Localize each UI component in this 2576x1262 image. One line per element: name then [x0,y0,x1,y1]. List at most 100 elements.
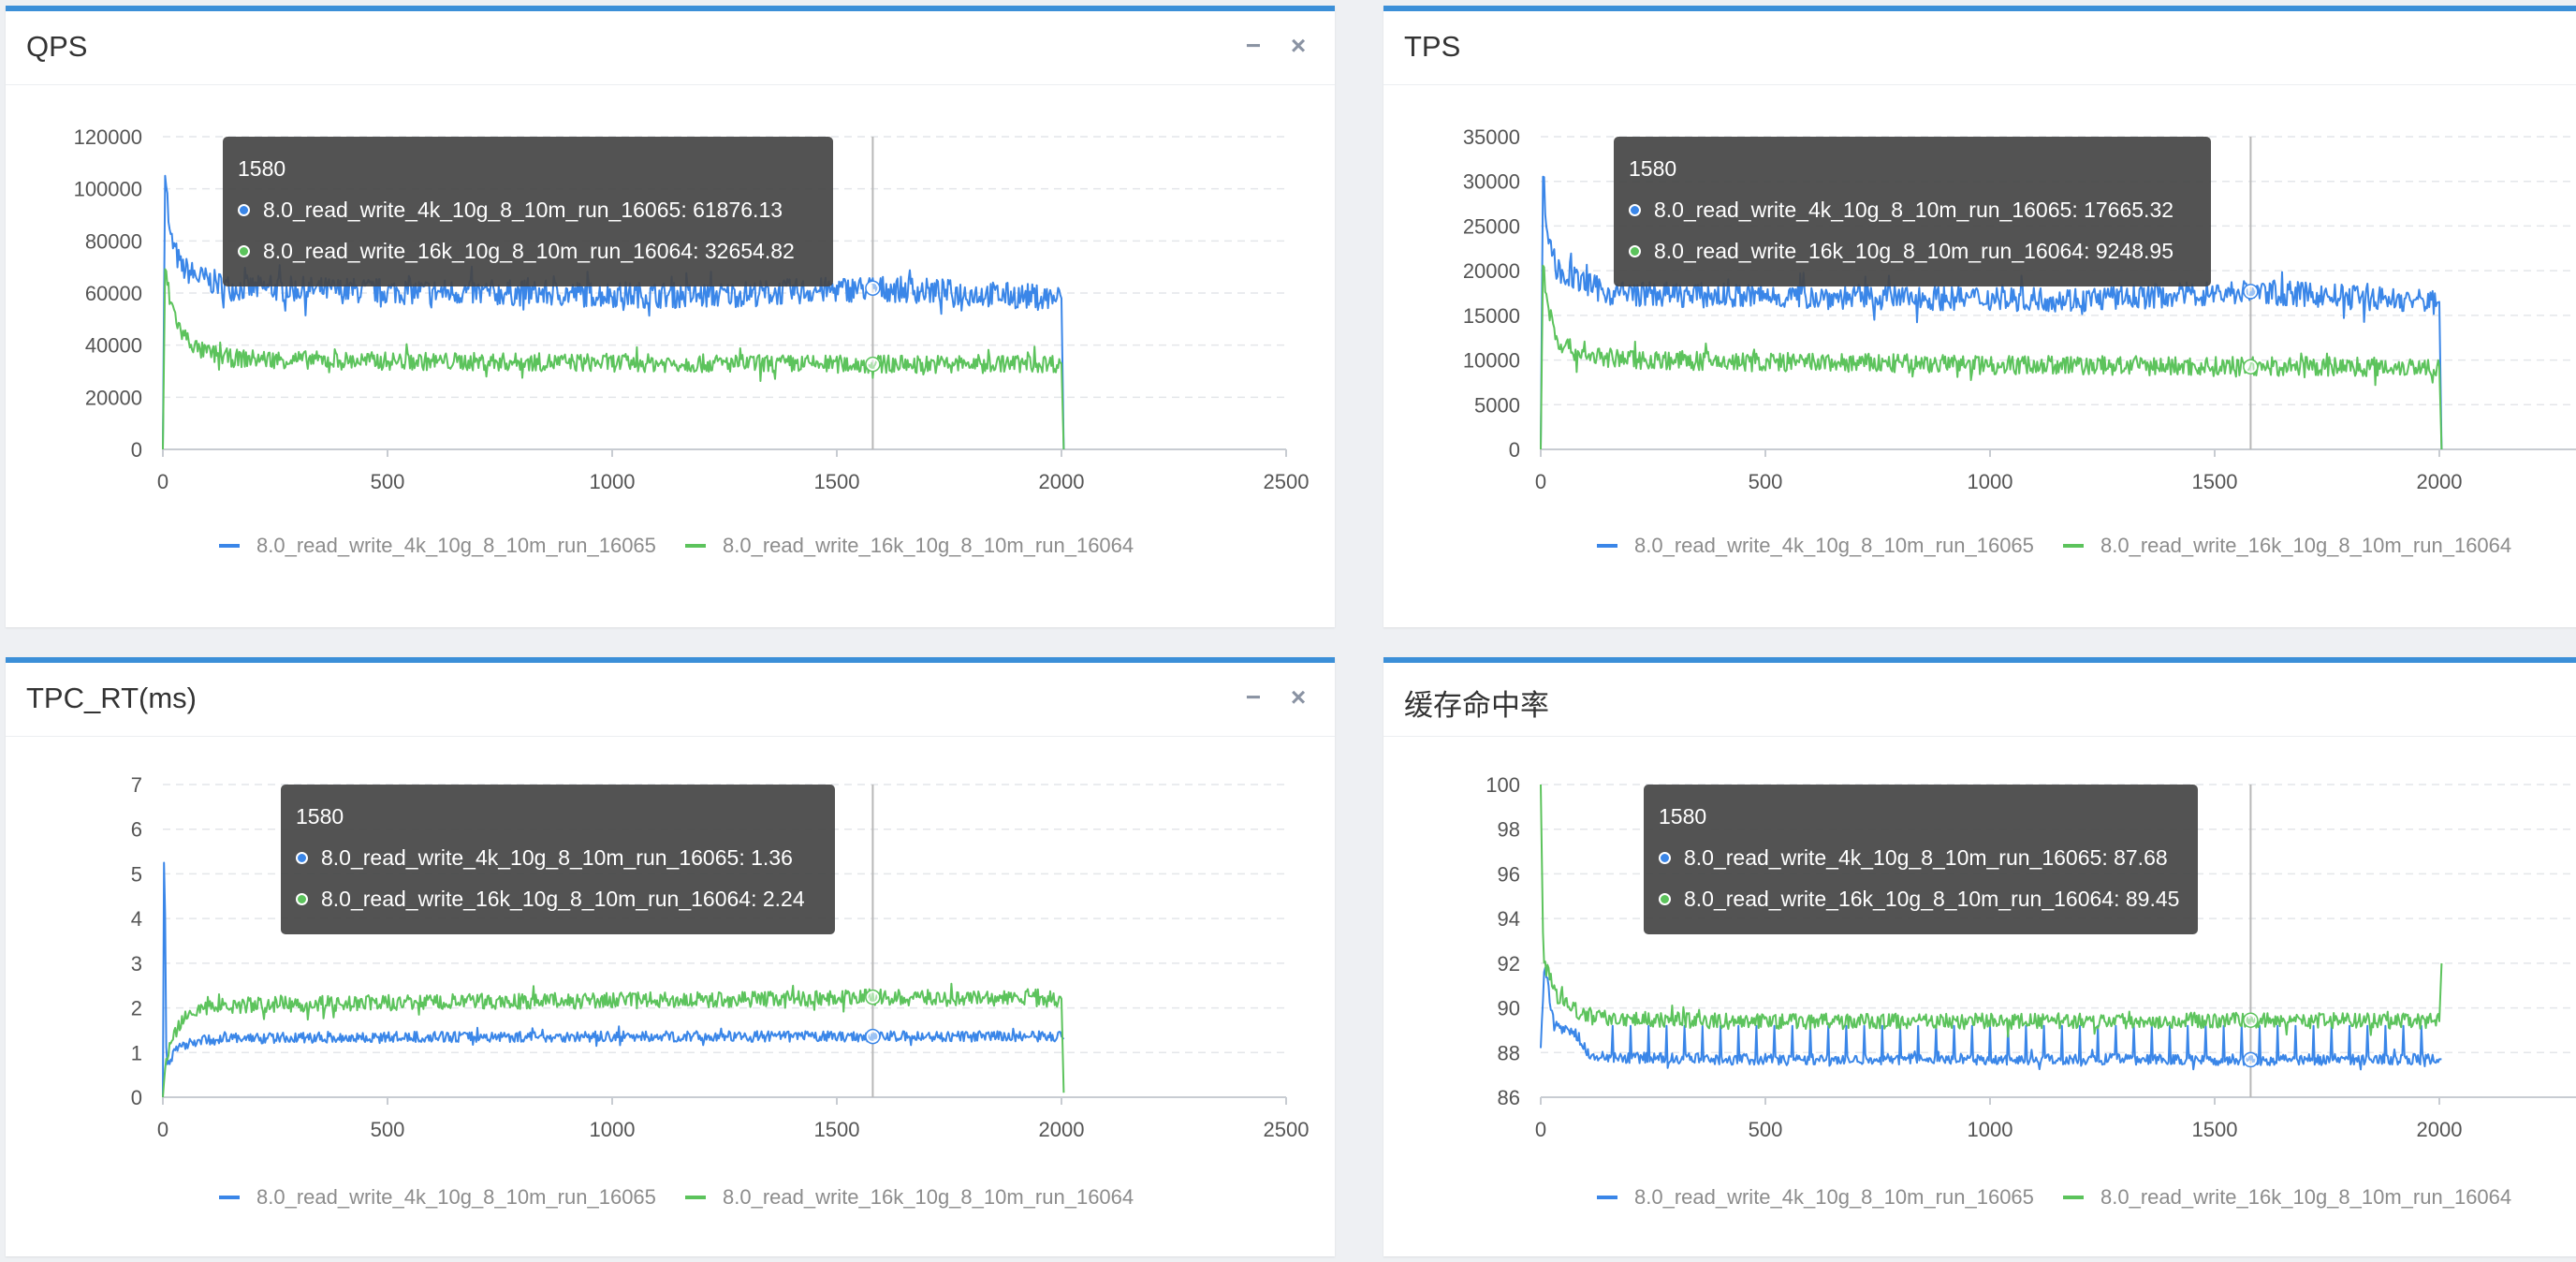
tooltip-row: 8.0_read_write_4k_10g_8_10m_run_16065: 1… [296,837,820,878]
y-tick-label: 90 [1498,997,1520,1020]
hover-point-ring [2243,359,2259,374]
tooltip-value: 87.68 [2114,845,2168,870]
y-tick-label: 0 [131,1086,142,1109]
y-tick-label: 7 [131,773,142,797]
y-tick-label: 98 [1498,818,1520,842]
legend-item[interactable]: 8.0_read_write_4k_10g_8_10m_run_16065 [1597,1185,2034,1210]
tooltip-row: 8.0_read_write_16k_10g_8_10m_run_16064: … [1659,878,2183,919]
tooltip-value: 89.45 [2125,887,2180,911]
y-tick-label: 100 [1486,773,1520,797]
tooltip-series-name: 8.0_read_write_16k_10g_8_10m_run_16064 [1654,239,2085,263]
series-line-b [1540,784,2443,1038]
x-tick-label: 2000 [1039,470,1085,493]
legend-item[interactable]: 8.0_read_write_16k_10g_8_10m_run_16064 [685,534,1134,558]
line-chart[interactable]: 0 1 2 3 4 5 6 7 0 500 1000 1500 2000 2500 [6,663,1335,1262]
legend-item[interactable]: 8.0_read_write_4k_10g_8_10m_run_16065 [1597,534,2034,558]
tooltip-series-name: 8.0_read_write_16k_10g_8_10m_run_16064 [1684,887,2115,911]
minus-icon[interactable]: − [1245,682,1262,712]
y-tick-label: 86 [1498,1086,1520,1109]
x-tick-label: 1500 [814,470,860,493]
y-tick-label: 10000 [1463,349,1520,373]
x-tick-label: 500 [371,470,405,493]
tooltip-row: 8.0_read_write_4k_10g_8_10m_run_16065: 6… [238,189,818,230]
hover-point-ring [865,989,881,1005]
panel-header: 缓存命中率 [1383,663,2576,737]
chart-panel-tps: TPS 0 5000 10000 15000 20000 25000 30000 35000 0… [1383,6,2576,627]
legend-item[interactable]: 8.0_read_write_16k_10g_8_10m_run_16064 [685,1185,1134,1210]
x-tick-label: 2500 [1264,470,1310,493]
minus-icon[interactable]: − [1245,31,1262,60]
line-chart[interactable]: 0 5000 10000 15000 20000 25000 30000 35000 0 500 1… [1383,11,2576,633]
tooltip-value: 17665.32 [2084,198,2174,222]
panel-header: TPS [1383,11,2576,85]
chart-panel-cache-hit-rate: 缓存命中率 86 88 90 92 94 96 98 100 0 500 1000 1500 2000 … [1383,657,2576,1256]
series-dot-icon [296,851,308,864]
legend-label: 8.0_read_write_4k_10g_8_10m_run_16065 [256,534,656,557]
y-tick-label: 25000 [1463,214,1520,238]
legend-label: 8.0_read_write_16k_10g_8_10m_run_16064 [2100,534,2512,557]
hover-point [866,1030,880,1044]
line-chart[interactable]: 0 20000 40000 60000 80000 100000 120000 0 500 100… [6,11,1335,633]
series-dot-icon [296,892,308,905]
close-icon[interactable]: × [1290,31,1307,60]
series-dot-icon [1629,244,1641,257]
tooltip-value: 61876.13 [693,198,783,222]
y-tick-label: 5 [131,862,142,886]
hover-point-ring [865,1028,881,1045]
tooltip-value: 32654.82 [704,239,795,263]
tooltip-value: 9248.95 [2095,239,2174,263]
y-tick-label: 35000 [1463,125,1520,149]
x-tick-label: 500 [1749,1118,1783,1141]
y-tick-label: 60000 [85,282,142,305]
y-tick-label: 5000 [1474,393,1520,417]
close-icon[interactable]: × [1290,682,1307,712]
legend-label: 8.0_read_write_16k_10g_8_10m_run_16064 [723,1185,1134,1209]
y-tick-label: 80000 [85,229,142,253]
x-tick-label: 1000 [1968,1118,2013,1141]
y-tick-label: 92 [1498,952,1520,976]
tooltip-series-name: 8.0_read_write_16k_10g_8_10m_run_16064 [321,887,752,911]
hover-point-ring [865,280,881,297]
series-line-b [1540,264,2443,450]
x-tick-label: 0 [157,1118,168,1141]
tooltip-x-value: 1580 [296,804,344,829]
tooltip-x-value: 1580 [238,156,286,181]
panel-header: TPC_RT(ms) − × [6,663,1335,737]
x-tick-label: 1000 [590,470,636,493]
tooltip-row: 8.0_read_write_4k_10g_8_10m_run_16065: 8… [1659,837,2183,878]
tooltip-row: 8.0_read_write_16k_10g_8_10m_run_16064: … [238,230,818,271]
tooltip-series-name: 8.0_read_write_4k_10g_8_10m_run_16065 [1654,198,2072,222]
chart-panel-qps: QPS − × 0 20000 40000 60000 80000 100000 12000… [6,6,1335,627]
legend-item[interactable]: 8.0_read_write_4k_10g_8_10m_run_16065 [219,1185,656,1210]
x-tick-label: 0 [157,470,168,493]
hover-point-ring [865,356,881,373]
y-tick-label: 100000 [74,178,142,201]
legend-item[interactable]: 8.0_read_write_16k_10g_8_10m_run_16064 [2063,534,2511,558]
y-tick-label: 88 [1498,1041,1520,1064]
hover-point [866,358,880,372]
hover-point-ring [2243,284,2259,300]
legend-label: 8.0_read_write_4k_10g_8_10m_run_16065 [256,1185,656,1209]
y-tick-label: 20000 [1463,259,1520,283]
y-tick-label: 15000 [1463,304,1520,328]
y-tick-label: 40000 [85,334,142,358]
x-tick-label: 0 [1535,1118,1546,1141]
y-tick-label: 1 [131,1041,142,1064]
hover-point [866,281,880,295]
tooltip-value: 1.36 [751,845,793,870]
legend-label: 8.0_read_write_16k_10g_8_10m_run_16064 [2100,1185,2512,1209]
tooltip-row: 8.0_read_write_4k_10g_8_10m_run_16065: 1… [1629,189,2196,230]
series-line-b [162,982,1065,1098]
x-tick-label: 1500 [814,1118,860,1141]
y-tick-label: 3 [131,952,142,976]
tooltip-row: 8.0_read_write_16k_10g_8_10m_run_16064: … [296,878,820,919]
series-line-a [162,861,1065,1098]
panel-header: QPS − × [6,11,1335,85]
y-tick-label: 20000 [85,386,142,409]
chart-panel-tpc-rt: TPC_RT(ms) − × 0 1 2 3 4 5 6 7 0 500 1000 1500 2000 2… [6,657,1335,1256]
legend-item[interactable]: 8.0_read_write_4k_10g_8_10m_run_16065 [219,534,656,558]
legend-item[interactable]: 8.0_read_write_16k_10g_8_10m_run_16064 [2063,1185,2511,1210]
chart-tooltip: 1580 8.0_read_write_4k_10g_8_10m_run_160… [1644,785,2198,934]
panel-title: QPS [26,30,88,63]
